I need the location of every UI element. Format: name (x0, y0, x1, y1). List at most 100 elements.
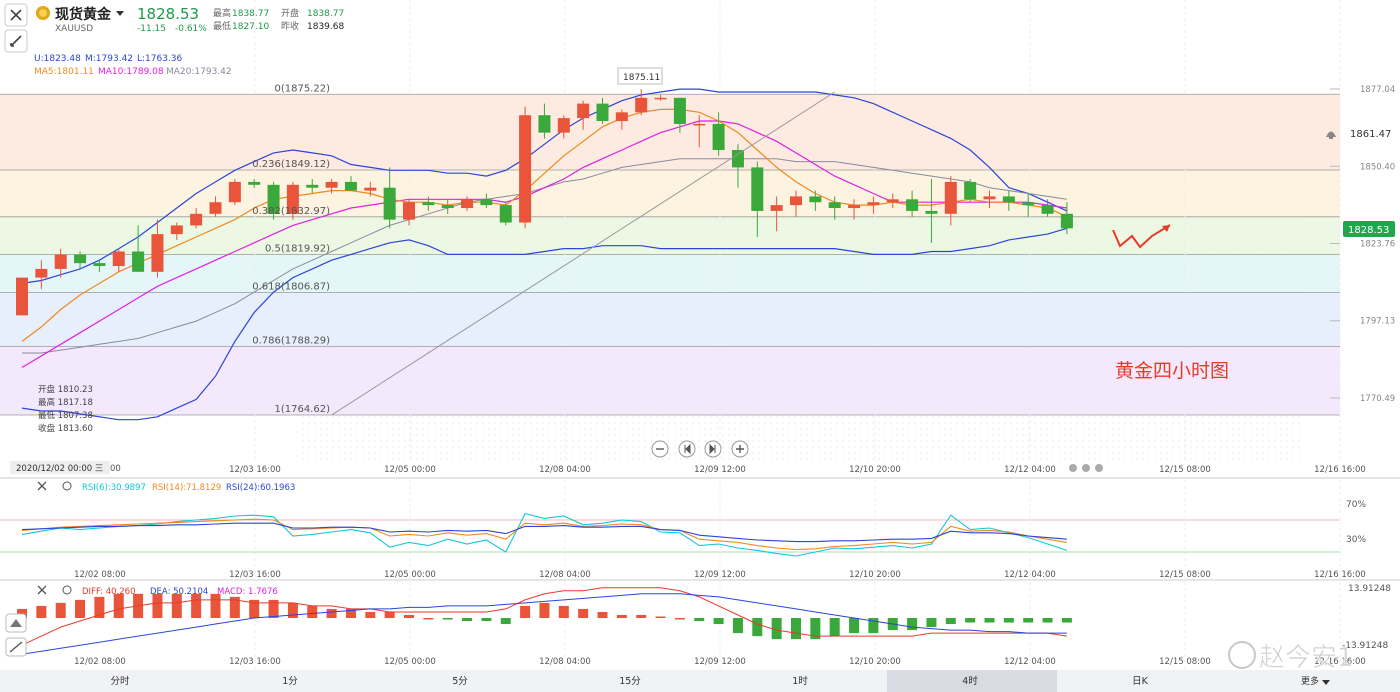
candle-body (306, 184, 319, 188)
tab-2[interactable]: 5分 (452, 676, 468, 687)
close-icon[interactable] (37, 585, 47, 595)
candle-body (54, 254, 67, 269)
macd-bar (442, 618, 453, 620)
price-grid (254, 0, 1341, 670)
x-tick-label: 12/16 16:00 (1314, 465, 1366, 475)
chevron-down-icon[interactable] (116, 11, 124, 16)
x-tick-label: 12/08 04:00 (539, 570, 591, 580)
macd-top-tick: 13.91248 (1348, 584, 1391, 594)
macd-bar (287, 602, 298, 618)
fib-label: 0.236(1849.12) (252, 159, 330, 170)
x-tick-label: 12/09 12:00 (694, 570, 746, 580)
macd-bar (326, 608, 337, 618)
candle-body (577, 103, 590, 119)
candle-body (461, 199, 474, 209)
macd-bar (926, 618, 937, 628)
ohlc-high: 最高 1817.18 (38, 397, 93, 408)
candle-body (809, 196, 822, 203)
x-tick-label: 12/05 00:00 (384, 570, 436, 580)
macd-bar (655, 616, 666, 618)
y-tick-label: 1823.76 (1360, 240, 1395, 250)
line-icon (9, 641, 23, 653)
alert-tag[interactable]: 1861.47 (1326, 129, 1391, 140)
x-tick-label: 12/09 12:00 (694, 465, 746, 475)
candle-body (790, 196, 802, 206)
skip-back-icon (684, 443, 691, 455)
settings-icon[interactable] (62, 585, 72, 595)
rsi-panel: RSI(6):30.9897 RSI(14):71.8129 RSI(24):6… (0, 477, 1400, 557)
weibo-icon (1228, 641, 1256, 669)
tab-6[interactable]: 日K (1132, 676, 1149, 687)
ma20-legend: MA20:1793.42 (166, 67, 232, 77)
macd-bar (578, 608, 589, 618)
plus-icon (736, 445, 744, 453)
macd-bar (345, 608, 356, 618)
candle-body (480, 199, 493, 206)
low-value: 1827.10 (232, 22, 269, 32)
instrument-title: 现货黄金 (55, 6, 112, 23)
candle-body (132, 251, 145, 272)
ma5-legend: MA5:1801.11 (34, 67, 94, 77)
candle-body (74, 254, 87, 264)
dea-legend: DEA: 50.2104 (150, 587, 208, 597)
timeframe-tabs: 更多 分时 1分 5分 15分 1时 4时 日K (0, 670, 1400, 692)
candle-body (16, 277, 28, 316)
x-tick-label: 12/12 04:00 (1004, 465, 1056, 475)
candle-body (35, 268, 48, 278)
candle-body (944, 181, 957, 214)
y-tick-label: 1877.04 (1360, 85, 1395, 95)
tab-3[interactable]: 15分 (619, 676, 641, 687)
watermark: 赵今安1 (1228, 641, 1354, 673)
macd-bar (94, 596, 105, 618)
x-tick-label: 12/05 00:00 (384, 657, 436, 667)
price-change: -11.15 (137, 24, 166, 34)
candle-body (267, 184, 280, 214)
ma10-legend: MA10:1789.08 (98, 67, 164, 77)
macd-bar (171, 593, 182, 618)
time-axis: 2020/12/02 00:00 三 00 12/03 16:00 12/05 0… (0, 460, 1400, 667)
more-menu[interactable]: 更多 (1301, 675, 1319, 687)
x-tick-label: 12/08 04:00 (539, 657, 591, 667)
macd-bar (36, 605, 47, 618)
candles (16, 89, 1073, 316)
tab-0[interactable]: 分时 (110, 675, 130, 687)
macd-bar (520, 605, 531, 618)
tab-1[interactable]: 1分 (282, 676, 298, 687)
close-icon (10, 9, 22, 21)
tab-4[interactable]: 1时 (792, 675, 808, 687)
candle-body (383, 187, 396, 220)
close-icon[interactable] (37, 481, 47, 491)
crosshair-date: 2020/12/02 00:00 三 (16, 464, 103, 474)
projection-arrows (1112, 224, 1171, 249)
rsi24-legend: RSI(24):60.1963 (226, 483, 295, 493)
fibonacci-labels: 0(1875.22) 0.236(1849.12) 0.382(1832.97) 0.… (252, 83, 330, 415)
macd-bar (55, 602, 66, 618)
macd-bar (752, 618, 763, 637)
boll-upper-legend: U:1823.48 (34, 54, 81, 64)
settings-icon[interactable] (62, 481, 72, 491)
candle-body (1041, 205, 1054, 214)
candle-body (325, 181, 338, 188)
macd-bar (674, 618, 685, 620)
tab-5[interactable]: 4时 (962, 675, 978, 687)
macd-bar (791, 618, 801, 640)
bollinger-lower (21, 227, 1068, 421)
macd-bar (17, 608, 27, 618)
candle-body (93, 263, 106, 267)
macd-bar (191, 593, 202, 618)
skip-forward-icon (709, 443, 716, 455)
candle-body (596, 103, 609, 122)
macd-bar (732, 618, 743, 634)
x-tick-label: 12/12 04:00 (1004, 570, 1056, 580)
fib-label: 0.618(1806.87) (252, 281, 330, 292)
pen-icon (10, 35, 22, 47)
zoom-controls (651, 440, 749, 458)
macd-bar (1003, 618, 1014, 623)
diff-legend: DIFF: 40.260 (82, 587, 135, 597)
candle-body (1022, 202, 1035, 206)
candle-body (538, 115, 551, 133)
bollinger-bands (21, 88, 1068, 421)
open-value: 1838.77 (307, 9, 344, 19)
arrow-head (1162, 225, 1170, 232)
